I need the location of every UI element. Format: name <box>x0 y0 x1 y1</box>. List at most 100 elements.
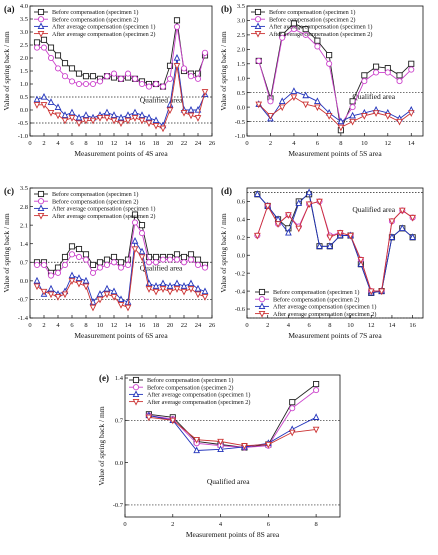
data-point <box>47 54 55 62</box>
data-point <box>82 283 90 291</box>
x-tick-label: 0 <box>28 322 31 329</box>
data-point <box>367 288 375 296</box>
data-point <box>349 104 356 111</box>
data-point <box>302 101 309 109</box>
x-tick-label: 18 <box>153 322 160 329</box>
data-point <box>398 207 406 215</box>
data-point <box>357 257 365 264</box>
data-point <box>138 230 146 237</box>
data-point <box>124 117 132 125</box>
data-point <box>384 69 391 76</box>
data-point <box>124 261 132 268</box>
x-axis-label: Measurement points of 4S area <box>74 149 168 158</box>
x-tick-label: 8 <box>84 322 87 329</box>
x-tick-label: 10 <box>361 140 368 147</box>
x-tick-label: 2 <box>266 322 269 329</box>
legend-label: Before compensation (specimen 2) <box>52 16 138 23</box>
data-point <box>131 237 139 244</box>
panel-c: 0 2 4 6 8 10 12 14 16 18 20 22 24 26-1.4-0.70.00.71.4… <box>2 185 216 340</box>
data-point <box>194 256 202 263</box>
x-tick-label: 14 <box>389 322 396 329</box>
data-point <box>75 274 83 281</box>
data-point <box>89 117 97 125</box>
y-axis-label: Value of spring back / mm <box>97 406 106 486</box>
data-point <box>173 63 181 70</box>
y-axis-label: Value of spring back / mm <box>2 213 11 293</box>
data-point <box>96 259 104 266</box>
data-point <box>289 405 296 412</box>
data-point <box>131 246 139 254</box>
data-point <box>180 253 188 261</box>
data-point <box>110 117 118 125</box>
data-point <box>326 242 334 249</box>
data-point <box>110 70 118 77</box>
y-tick-label: 2.5 <box>237 32 245 39</box>
data-point <box>40 44 48 51</box>
data-point <box>47 272 55 279</box>
legend-entry: Before compensation (specimen 1) <box>34 190 138 198</box>
legend-swatch-marker <box>254 30 262 38</box>
data-point <box>326 60 333 67</box>
panel-label: (c) <box>4 186 14 196</box>
data-point <box>378 288 385 296</box>
x-tick-label: 6 <box>267 521 271 528</box>
legend-entry: Before compensation (specimen 1) <box>34 8 138 16</box>
x-tick-label: 16 <box>139 140 146 147</box>
y-tick-label: 0.0 <box>237 104 245 111</box>
data-point <box>313 387 320 394</box>
x-tick-label: 4 <box>56 322 60 329</box>
legend-entry: After average compensation (specimen 1) <box>34 22 155 31</box>
data-point <box>103 284 111 292</box>
data-point <box>96 115 104 122</box>
data-point <box>54 52 62 59</box>
data-point <box>138 80 146 88</box>
plot-frame <box>246 5 424 137</box>
legend-swatch-marker <box>254 8 262 16</box>
data-point <box>47 291 55 299</box>
data-point <box>388 218 396 226</box>
y-tick-label: 1.4 <box>115 375 124 382</box>
data-point <box>138 254 146 261</box>
legend-entry: Before compensation (specimen 2) <box>34 198 138 205</box>
x-tick-label: 0 <box>123 521 126 528</box>
y-tick-label: 1.5 <box>20 68 28 75</box>
data-point <box>145 113 153 121</box>
data-point <box>68 278 76 285</box>
series-2 <box>33 219 209 279</box>
y-tick-label: 0.6 <box>237 199 246 206</box>
data-point <box>264 203 272 210</box>
data-point <box>110 294 118 301</box>
data-point <box>40 102 48 109</box>
data-point <box>314 97 321 104</box>
data-point <box>180 282 188 289</box>
data-point <box>75 253 83 261</box>
data-point <box>117 302 125 309</box>
data-point <box>75 80 83 88</box>
data-point <box>302 26 309 33</box>
x-tick-label: 10 <box>97 140 104 147</box>
data-point <box>180 109 188 117</box>
data-point <box>305 201 313 209</box>
legend-entry: Before compensation (specimen 2) <box>251 16 355 23</box>
data-point <box>131 211 139 218</box>
data-point <box>145 259 153 266</box>
x-axis-label: Measurement points of 7S area <box>288 331 382 340</box>
x-tick-label: 4 <box>219 521 223 528</box>
legend-swatch-marker <box>258 288 266 296</box>
y-tick-label: 0.7 <box>20 259 29 266</box>
legend-label: After average compensation (specimen 1) <box>273 304 376 311</box>
legend-label: Before compensation (specimen 1) <box>52 191 138 198</box>
data-point <box>313 381 320 388</box>
data-point <box>361 113 368 120</box>
x-axis-label: Measurement points of 8S area <box>186 530 280 539</box>
y-tick-label: -0.5 <box>235 119 245 126</box>
data-point <box>290 94 298 102</box>
data-point <box>89 80 97 88</box>
data-point <box>187 251 195 258</box>
data-point <box>384 113 392 120</box>
data-point <box>254 232 261 240</box>
legend-label: After average compensation (specimen 1) <box>52 24 155 31</box>
x-tick-label: 20 <box>167 140 174 147</box>
data-point <box>201 264 209 271</box>
data-point <box>61 253 69 261</box>
